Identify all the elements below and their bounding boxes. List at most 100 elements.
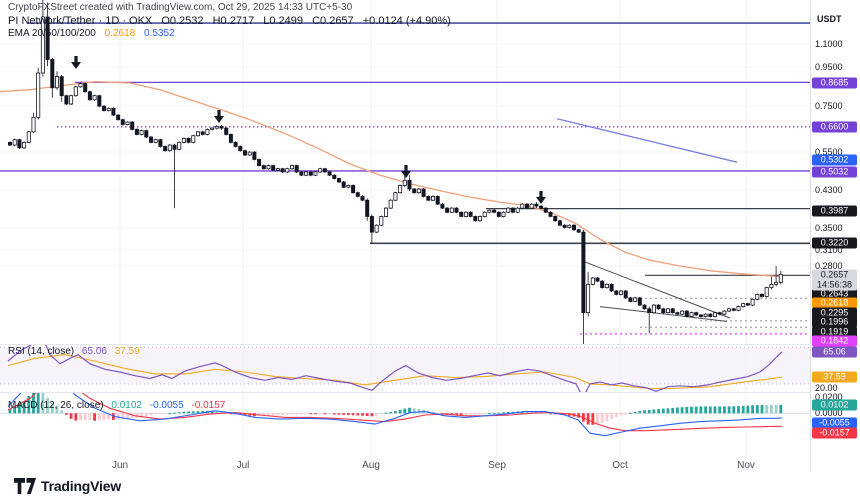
macd-signal-line xyxy=(7,392,783,432)
pane-separator[interactable] xyxy=(0,344,860,345)
macd-histogram-bar xyxy=(473,413,477,415)
month-label: Oct xyxy=(612,460,628,471)
macd-pane-group xyxy=(0,392,810,457)
candle-up xyxy=(210,127,215,130)
macd-pane-canvas[interactable] xyxy=(0,392,810,457)
candle-up xyxy=(247,151,252,156)
trendline xyxy=(599,306,728,322)
macd-histogram-bar xyxy=(643,410,646,414)
price-axis-badge: 0.8685 xyxy=(812,77,857,89)
macd-histogram-bar xyxy=(36,392,40,414)
macd-histogram-bar xyxy=(760,404,764,414)
candle-up xyxy=(487,209,492,213)
candle-down xyxy=(186,137,191,143)
candle-down xyxy=(17,139,22,149)
candle-up xyxy=(398,185,403,194)
price-change: +0.0124 (+4.90%) xyxy=(362,15,451,27)
candle-down xyxy=(261,165,266,170)
symbol-title[interactable]: PI Network/Tether · 1D · OKX xyxy=(8,15,153,27)
candle-down xyxy=(332,174,337,179)
tradingview-logo-icon xyxy=(14,478,36,494)
candle-up xyxy=(12,139,17,146)
candle-down xyxy=(435,195,440,205)
candle-up xyxy=(139,130,144,135)
candle-down xyxy=(426,195,431,201)
candle-down xyxy=(299,171,304,176)
candle-up xyxy=(463,211,468,217)
candle-down xyxy=(698,314,703,317)
candle-down xyxy=(600,280,605,289)
macd-histogram-bar xyxy=(18,403,21,414)
macd-axis-badge: -0.0157 xyxy=(812,427,857,439)
tradingview-wordmark: TradingView xyxy=(41,478,122,494)
candle-down xyxy=(327,171,332,176)
macd-histogram-bar xyxy=(666,408,670,414)
macd-histogram-bar xyxy=(304,413,308,415)
candle-up xyxy=(515,207,520,213)
macd-legend: MACD (12, 26, close) 0.0102 -0.0055 -0.0… xyxy=(8,400,225,411)
candle-down xyxy=(111,107,116,116)
candle-down xyxy=(102,105,107,111)
candle-up xyxy=(191,135,196,143)
price-pane-canvas[interactable] xyxy=(0,0,810,344)
down-arrow-annotation xyxy=(536,191,546,204)
candle-down xyxy=(595,277,600,282)
candle-up xyxy=(374,224,379,233)
macd-histogram-bar xyxy=(699,406,703,414)
candle-down xyxy=(64,95,69,105)
macd-histogram-bar xyxy=(351,413,355,416)
candle-up xyxy=(567,224,572,228)
candle-down xyxy=(459,211,464,217)
macd-histogram-bar xyxy=(605,413,609,422)
candle-up xyxy=(383,207,388,217)
macd-histogram-bar xyxy=(469,413,472,415)
macd-histogram-bar xyxy=(46,397,49,414)
candle-up xyxy=(92,95,97,101)
candle-down xyxy=(59,76,64,97)
macd-histogram-bar xyxy=(210,410,214,414)
candle-down xyxy=(731,308,736,311)
macd-histogram-bar xyxy=(116,413,120,420)
candle-down xyxy=(341,181,346,188)
candle-up xyxy=(393,192,398,201)
macd-histogram-bar xyxy=(737,406,740,414)
candle-down xyxy=(45,16,50,60)
macd-histogram-bar xyxy=(718,406,722,414)
macd-histogram-bar xyxy=(177,412,181,414)
tradingview-logo[interactable]: TradingView xyxy=(14,478,121,494)
macd-label[interactable]: MACD (12, 26, close) xyxy=(8,400,104,411)
axis-label: 0.4300 xyxy=(815,185,843,195)
rsi-label[interactable]: RSI (14, close) xyxy=(8,346,75,357)
candle-up xyxy=(750,298,755,306)
candle-up xyxy=(55,76,60,89)
candle-down xyxy=(83,83,88,93)
candle-down xyxy=(144,130,149,138)
price-axis[interactable]: USDT 1.1000 0.9500 0.7500 0.5500 0.4300 0.350… xyxy=(810,0,860,472)
candle-down xyxy=(656,304,661,310)
candle-up xyxy=(31,116,36,133)
ema-label[interactable]: EMA 20/50/100/200 xyxy=(8,28,96,39)
price-axis-badge: 0.5032 xyxy=(812,166,857,178)
macd-axis-badge: 0.0102 xyxy=(812,399,857,411)
candle-up xyxy=(590,277,595,285)
candle-down xyxy=(694,312,699,316)
macd-histogram-bar xyxy=(83,413,87,421)
macd-histogram-bar xyxy=(459,413,463,415)
time-axis[interactable]: Jun Jul Aug Sep Oct Nov xyxy=(0,457,810,472)
candle-up xyxy=(689,312,694,317)
candle-down xyxy=(445,207,450,213)
macd-histogram-bar xyxy=(262,413,266,416)
macd-histogram-bar xyxy=(295,413,299,415)
macd-histogram-bar xyxy=(88,413,92,420)
ema-line xyxy=(0,81,783,278)
candle-up xyxy=(26,131,31,143)
macd-hist-value: 0.0102 xyxy=(111,400,142,411)
candle-down xyxy=(440,203,445,209)
rsi-pane-canvas[interactable] xyxy=(0,344,810,392)
candle-up xyxy=(713,312,718,317)
pane-separator[interactable] xyxy=(0,392,860,393)
candle-down xyxy=(97,95,102,107)
ema-value-orange: 0.2618 xyxy=(104,28,136,39)
macd-histogram-bar xyxy=(107,413,111,420)
month-label: Jul xyxy=(236,460,250,471)
